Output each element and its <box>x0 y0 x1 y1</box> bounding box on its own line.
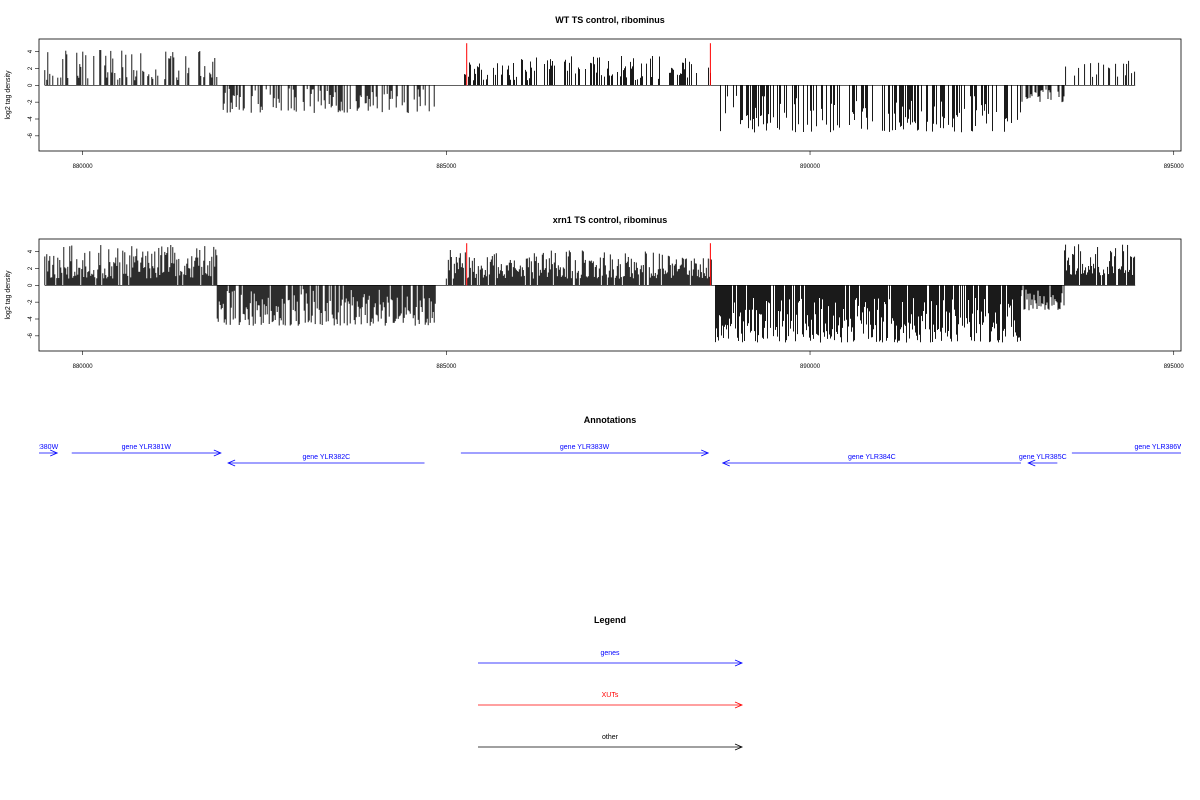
feature-label: gene YLR382C <box>302 454 350 461</box>
x-tick-label: 895000 <box>1164 164 1185 170</box>
wt-xut-markers <box>466 43 711 86</box>
feature-label: gene YLR386W <box>1135 444 1185 451</box>
y-tick-label: 4 <box>28 49 34 53</box>
y-tick-label: 2 <box>28 66 34 70</box>
xrn1-density-panel: xrn1 TS control, ribominus log2 tag dens… <box>5 215 1184 370</box>
xrn1-x-ticks: 880000 885000 890000 895000 <box>73 351 1185 370</box>
y-tick-label: -2 <box>28 99 34 105</box>
annotation-features: gene YLR380W gene YLR381W gene YLR382C gene… <box>9 444 1185 467</box>
y-tick-label: -4 <box>28 116 34 122</box>
feature-label: gene YLR384C <box>848 454 896 461</box>
annotation-feature: gene YLR381W <box>71 444 222 457</box>
feature-label: gene YLR385C <box>1019 454 1067 461</box>
xrn1-y-axis-label: log2 tag density <box>5 270 12 320</box>
wt-density-panel: WT TS control, ribominus log2 tag densit… <box>5 15 1184 170</box>
legend-entry: XUTs <box>478 692 744 709</box>
annotation-feature: gene YLR384C <box>721 454 1021 467</box>
annotations-track: Annotations gene YLR380W gene YLR381Wgene… <box>9 415 1185 467</box>
annotation-feature: gene YLR383W <box>460 444 710 457</box>
legend-entries: genes XUTs other <box>478 650 744 751</box>
legend-arrowhead <box>734 701 744 709</box>
x-tick-label: 880000 <box>73 164 94 170</box>
wt-y-ticks: 4 2 0 -2 -4 -6 <box>28 49 39 139</box>
xrn1-plot-frame <box>38 238 1182 352</box>
y-tick-label: -6 <box>28 333 34 339</box>
legend-entry-label: genes <box>600 650 620 657</box>
feature-arrowhead <box>50 449 59 457</box>
wt-density-bars <box>44 50 1136 133</box>
feature-arrowhead <box>213 449 222 457</box>
legend-entry-label: XUTs <box>602 692 619 699</box>
y-tick-label: 2 <box>28 266 34 270</box>
legend-entry: genes <box>478 650 744 667</box>
y-tick-label: 0 <box>28 283 34 287</box>
x-tick-label: 880000 <box>73 364 94 370</box>
feature-arrowhead <box>227 459 236 467</box>
x-tick-label: 885000 <box>436 164 457 170</box>
legend-arrowhead <box>734 743 744 751</box>
x-tick-label: 885000 <box>436 364 457 370</box>
annotation-feature: gene YLR380W <box>9 444 59 457</box>
legend-title: Legend <box>594 615 626 625</box>
feature-label: gene YLR381W <box>122 444 172 451</box>
y-tick-label: -2 <box>28 299 34 305</box>
wt-y-axis-label: log2 tag density <box>5 70 12 120</box>
legend-entry: other <box>478 734 744 751</box>
annotation-feature: gene YLR382C <box>227 454 425 467</box>
legend: Legend genes XUTs other <box>478 615 744 751</box>
x-tick-label: 890000 <box>800 364 821 370</box>
y-tick-label: -4 <box>28 316 34 322</box>
wt-panel-title: WT TS control, ribominus <box>555 15 665 25</box>
xrn1-density-bars <box>44 244 1136 343</box>
xrn1-panel-title: xrn1 TS control, ribominus <box>553 215 668 225</box>
y-tick-label: 0 <box>28 83 34 87</box>
x-tick-label: 890000 <box>800 164 821 170</box>
wt-x-ticks: 880000 885000 890000 895000 <box>73 151 1185 170</box>
legend-arrowhead <box>734 659 744 667</box>
annotation-feature: gene YLR386W <box>1071 444 1185 454</box>
y-tick-label: -6 <box>28 133 34 139</box>
legend-entry-label: other <box>602 734 619 741</box>
wt-plot-frame <box>38 38 1182 152</box>
feature-label: gene YLR383W <box>560 444 610 451</box>
xrn1-y-ticks: 4 2 0 -2 -4 -6 <box>28 249 39 339</box>
feature-label: gene YLR380W <box>9 444 59 451</box>
annotations-title: Annotations <box>584 415 637 425</box>
x-tick-label: 895000 <box>1164 364 1185 370</box>
feature-arrowhead <box>721 459 730 467</box>
feature-arrowhead <box>701 449 710 457</box>
feature-arrowhead <box>1027 459 1036 467</box>
annotation-feature: gene YLR385C <box>1019 454 1067 467</box>
y-tick-label: 4 <box>28 249 34 253</box>
xrn1-xut-markers <box>466 243 711 286</box>
